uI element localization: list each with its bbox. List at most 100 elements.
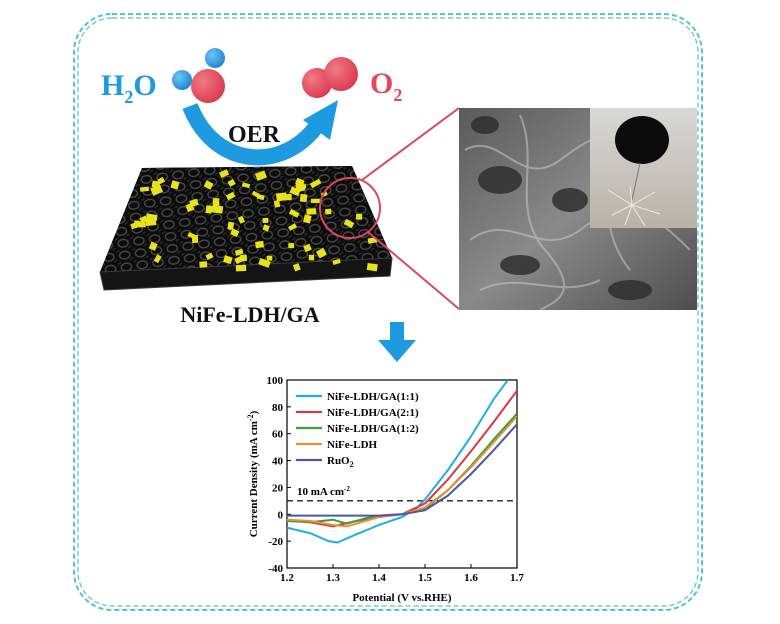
nanosheet [288, 242, 295, 249]
axis-ticks: 1.2 1.3 1.4 1.5 1.6 1.7 -40 -20 0 20 40 60 80 100 [267, 375, 525, 584]
y-tick-label: 0 [278, 509, 284, 521]
nanosheet [251, 190, 260, 198]
y-tick-label: 100 [267, 375, 284, 387]
dashed-border-inner [77, 17, 699, 607]
nanosheet [199, 261, 208, 268]
y-tick-label: -20 [268, 536, 283, 548]
nanosheet [151, 180, 161, 189]
nanosheet [315, 247, 327, 259]
nanosheet [148, 241, 158, 251]
magnify-circle [319, 177, 381, 239]
nanosheet [227, 178, 236, 187]
nanosheet [262, 224, 270, 232]
ldh-nanosheets [130, 169, 378, 272]
nanosheet [187, 232, 196, 239]
nanosheet [273, 200, 281, 208]
nanosheet [211, 205, 224, 214]
nanosheet [205, 205, 213, 214]
water-label: H2O [101, 69, 157, 107]
callout-line-bottom [367, 231, 460, 310]
reaction-label: OER [228, 122, 281, 148]
y-tick-label: 40 [272, 456, 284, 468]
nanosheet [306, 208, 317, 215]
nanosheet [292, 263, 301, 272]
nanosheet [205, 252, 214, 260]
reference-line: 10 mA cm-2 [287, 485, 517, 502]
x-tick-label: 1.5 [418, 572, 432, 584]
water-molecule-icon [172, 48, 225, 103]
nanosheet [311, 198, 320, 203]
x-tick-label: 1.6 [464, 572, 478, 584]
nanosheet [266, 255, 273, 261]
nanosheet [303, 214, 312, 224]
nanosheet [285, 193, 292, 201]
nanosheet [355, 213, 363, 220]
nanosheet [303, 243, 312, 253]
nanosheet [255, 170, 267, 181]
nanosheet [308, 254, 315, 261]
nanosheet [139, 186, 150, 192]
nanosheet [212, 198, 220, 206]
nanosheet [234, 248, 244, 256]
nanosheet [145, 213, 158, 222]
dashed-border [73, 13, 703, 611]
callout-line-top [361, 107, 460, 181]
series-line [287, 380, 509, 544]
series-lines [287, 380, 517, 544]
nanosheet [230, 228, 240, 238]
series-line [287, 423, 517, 517]
nanosheet [241, 182, 251, 189]
nanosheet [227, 221, 235, 231]
nanosheet [223, 255, 233, 265]
nanosheet [235, 264, 247, 272]
material-label: NiFe-LDH/GA [180, 302, 319, 327]
oxygen-label: O2 [370, 67, 402, 105]
legend: NiFe-LDH/GA(1:1) NiFe-LDH/GA(2:1) NiFe-LDH… [296, 391, 419, 469]
plot-frame [286, 379, 518, 569]
inset-photo [590, 108, 697, 228]
aerogel-mesh [99, 166, 393, 291]
nanosheet [170, 180, 180, 190]
lsv-chart: 1.2 1.3 1.4 1.5 1.6 1.7 -40 -20 0 20 40 60 80 100 10 … [246, 375, 524, 604]
nanosheet [299, 193, 308, 203]
nanosheet [295, 182, 306, 193]
nanosheet [262, 217, 269, 224]
x-tick-label: 1.2 [280, 572, 294, 584]
legend-label: NiFe-LDH/GA(1:1) [327, 391, 419, 403]
reference-label: 10 mA cm-2 [297, 485, 350, 498]
nanosheet [237, 215, 246, 224]
nanosheet [275, 192, 288, 202]
nanosheet [157, 176, 166, 185]
x-axis-label: Potential (V vs.RHE) [352, 592, 451, 604]
legend-label: RuO2 [327, 455, 354, 469]
nanosheet [325, 208, 332, 215]
nanosheet [219, 169, 230, 178]
nanosheet [137, 222, 146, 228]
legend-label: NiFe-LDH/GA(1:2) [327, 423, 419, 435]
y-tick-label: 80 [272, 402, 284, 414]
legend-label: NiFe-LDH/GA(2:1) [327, 407, 419, 419]
nanosheet [225, 191, 236, 201]
nanosheet [234, 254, 246, 265]
nanosheet [203, 180, 214, 190]
nanosheet [309, 178, 322, 189]
nanosheet [255, 240, 265, 249]
reaction-arrow-icon [182, 100, 338, 166]
nanosheet [258, 258, 271, 268]
y-axis-label: Current Density (mA cm-2) [246, 410, 260, 537]
nanosheet [366, 263, 378, 272]
nanosheet [153, 254, 162, 264]
legend-label: NiFe-LDH [327, 439, 378, 451]
nanosheet [288, 209, 300, 218]
nanosheet [288, 223, 298, 231]
y-tick-label: 20 [272, 482, 284, 494]
nanosheet [332, 258, 341, 266]
y-tick-label: 60 [272, 429, 284, 441]
oxygen-molecule-icon [302, 57, 358, 98]
x-tick-label: 1.4 [372, 572, 386, 584]
nanosheet [343, 218, 355, 229]
down-arrow-icon [378, 322, 416, 362]
x-tick-label: 1.7 [510, 572, 524, 584]
x-tick-label: 1.3 [326, 572, 340, 584]
